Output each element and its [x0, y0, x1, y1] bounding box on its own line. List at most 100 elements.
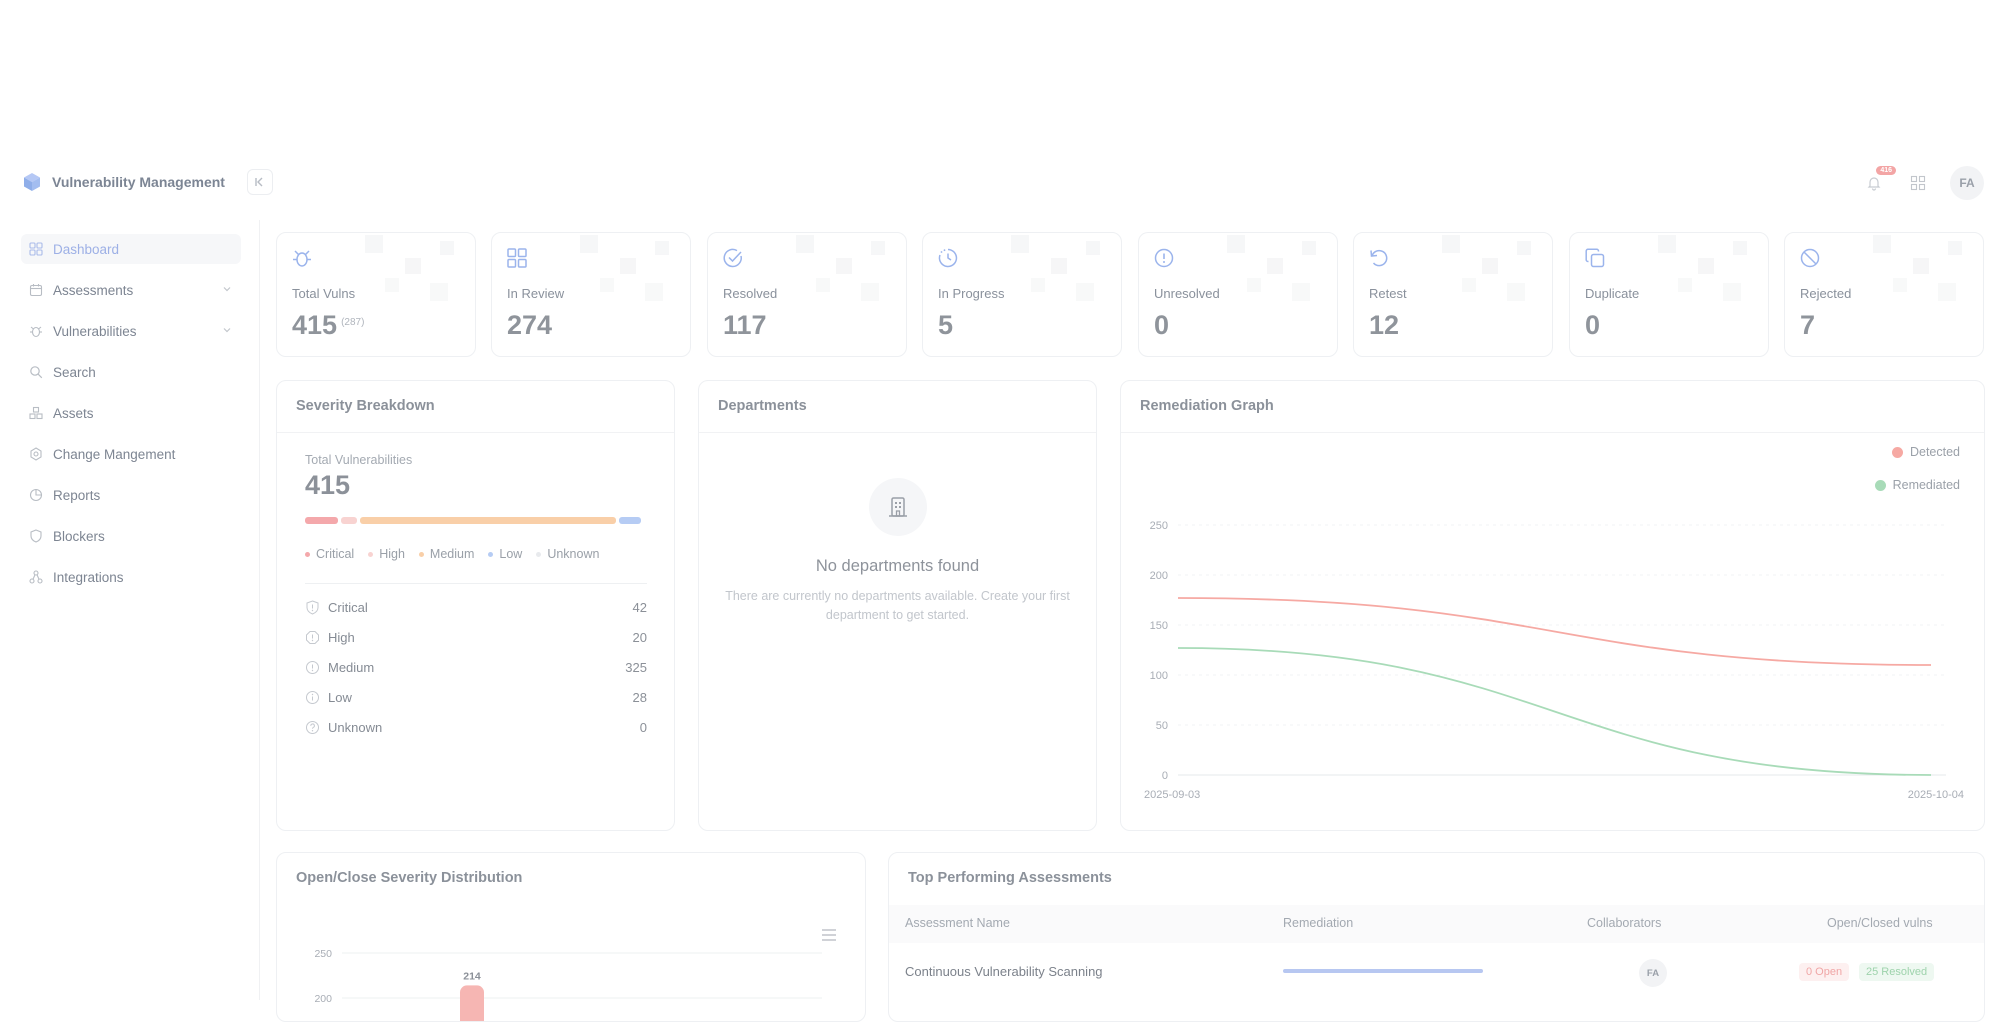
- collaborator-avatar[interactable]: FA: [1639, 959, 1667, 987]
- sidebar-item-label: Integrations: [53, 569, 124, 585]
- bug-icon: [30, 326, 42, 338]
- panel-title: Severity Breakdown: [296, 398, 435, 414]
- stat-sub-value: (287): [341, 317, 365, 328]
- sidebar-item-change-management[interactable]: Change Mangement: [21, 439, 241, 469]
- legend-low: Low: [488, 547, 522, 561]
- sidebar-item-vulnerabilities[interactable]: Vulnerabilities: [21, 316, 241, 346]
- assessment-name-link[interactable]: Continuous Vulnerability Scanning: [905, 964, 1103, 979]
- pie-chart-icon: [29, 488, 43, 502]
- legend-high: High: [368, 547, 405, 561]
- severity-row-value: 42: [632, 599, 647, 615]
- legend-dot: [536, 551, 542, 557]
- user-avatar[interactable]: FA: [1950, 166, 1984, 200]
- sidebar-item-label: Reports: [53, 487, 101, 503]
- stat-card-rejected[interactable]: Rejected 7: [1784, 232, 1984, 357]
- stat-value: 0: [1585, 310, 1601, 340]
- sidebar-item-assessments[interactable]: Assessments: [21, 275, 241, 305]
- copy-icon: [1585, 248, 1605, 268]
- severity-distribution-panel: Open/Close Severity Distribution 200 250 2…: [276, 852, 866, 1022]
- stat-label: Unresolved: [1154, 286, 1220, 301]
- x-tick-label: 2025-10-04: [1908, 789, 1964, 801]
- column-header-assessment-name[interactable]: Assessment Name: [905, 916, 1010, 930]
- severity-distribution-chart: 200 250 214: [314, 948, 822, 1021]
- legend-dot: [488, 551, 494, 557]
- collapse-left-icon: [255, 177, 263, 187]
- x-tick-label: 2025-09-03: [1144, 789, 1200, 801]
- table-header: [889, 905, 1984, 943]
- stat-value: 274: [507, 310, 553, 340]
- legend-dot: [418, 551, 424, 557]
- stat-card-in-review[interactable]: In Review 274: [491, 232, 691, 357]
- panel-title: Remediation Graph: [1140, 398, 1274, 414]
- stat-card-unresolved[interactable]: Unresolved 0: [1138, 232, 1338, 357]
- severity-row-critical[interactable]: Critical 42: [305, 597, 647, 617]
- bell-icon: [1867, 177, 1881, 191]
- legend-label: Detected: [1909, 445, 1960, 459]
- stat-card-resolved[interactable]: Resolved 117: [707, 232, 907, 357]
- grid-icon: [1910, 175, 1926, 191]
- building-icon: [889, 497, 907, 517]
- sidebar-item-search[interactable]: Search: [21, 357, 241, 387]
- series-line-remediated: [1177, 647, 1932, 776]
- stat-value: 0: [1154, 310, 1170, 340]
- severity-row-unknown[interactable]: Unknown 0: [305, 717, 647, 737]
- sidebar: Dashboard Assessments Vulnerabilitie: [0, 220, 260, 1000]
- severity-row-value: 28: [632, 689, 647, 705]
- legend-unknown: Unknown: [536, 547, 599, 561]
- brand[interactable]: Vulnerability Management: [22, 171, 225, 193]
- column-header-remediation[interactable]: Remediation: [1283, 916, 1354, 930]
- sidebar-item-dashboard[interactable]: Dashboard: [21, 234, 241, 264]
- notifications-button[interactable]: 416: [1862, 166, 1896, 195]
- stat-card-retest[interactable]: Retest 12: [1353, 232, 1553, 357]
- stat-label: Resolved: [723, 286, 778, 301]
- column-header-open-closed-vulns[interactable]: Open/Closed vulns: [1827, 916, 1933, 930]
- remediation-line-chart: 0 50 100 150 200 250 2025-09-03 2025-10-04: [1144, 520, 1964, 801]
- sidebar-item-assets[interactable]: Assets: [21, 398, 241, 428]
- severity-row-label: Low: [328, 689, 352, 705]
- collapse-sidebar-button[interactable]: [247, 169, 273, 195]
- resolved-count-badge: 25 Resolved: [1859, 963, 1935, 981]
- decorative-pattern: [365, 235, 454, 301]
- column-header-collaborators[interactable]: Collaborators: [1587, 916, 1662, 930]
- panel-title: Departments: [718, 398, 807, 414]
- sidebar-item-integrations[interactable]: Integrations: [21, 562, 241, 592]
- legend-dot: [368, 551, 374, 557]
- y-tick-label: 100: [1150, 670, 1168, 682]
- panel-title: Top Performing Assessments: [908, 870, 1112, 886]
- legend-dot: [305, 551, 310, 557]
- stat-value: 415 (287): [292, 310, 364, 341]
- stat-card-total-vulns[interactable]: Total Vulns 415 (287): [276, 232, 476, 357]
- severity-stacked-bar: [305, 517, 645, 524]
- decorative-pattern: [580, 235, 669, 301]
- y-tick-label: 200: [1150, 570, 1168, 582]
- severity-row-label: Medium: [328, 659, 375, 675]
- apps-grid-button[interactable]: [1906, 171, 1930, 195]
- sidebar-item-reports[interactable]: Reports: [21, 480, 241, 510]
- legend-label: Critical: [316, 547, 355, 561]
- decorative-pattern: [1227, 235, 1316, 301]
- bar-data-label: 214: [463, 970, 481, 982]
- legend-remediated[interactable]: Remediated: [1874, 478, 1960, 492]
- severity-row-high[interactable]: High 20: [305, 627, 647, 647]
- stat-label: In Review: [507, 286, 565, 301]
- rotate-icon: [1370, 249, 1388, 267]
- sidebar-item-blockers[interactable]: Blockers: [21, 521, 241, 551]
- stat-value: 7: [1800, 310, 1816, 340]
- notification-badge: 416: [1876, 166, 1896, 175]
- stat-card-in-progress[interactable]: In Progress 5: [922, 232, 1122, 357]
- info-circle-icon: [306, 690, 319, 704]
- legend-detected[interactable]: Detected: [1891, 445, 1960, 459]
- severity-row-low[interactable]: Low 28: [305, 687, 647, 707]
- stat-card-duplicate[interactable]: Duplicate 0: [1569, 232, 1769, 357]
- shield-icon: [30, 529, 42, 543]
- severity-row-medium[interactable]: Medium 325: [305, 657, 647, 677]
- decorative-pattern: [1442, 235, 1531, 301]
- hamburger-menu-icon[interactable]: [821, 929, 837, 941]
- assets-icon: [29, 406, 43, 420]
- top-assessments-panel: Top Performing Assessments Assessment Na…: [888, 852, 1985, 1022]
- stat-label: In Progress: [938, 286, 1005, 301]
- grid-icon: [29, 242, 43, 256]
- y-tick-label: 250: [314, 948, 332, 960]
- severity-row-value: 20: [632, 629, 647, 645]
- stat-label: Rejected: [1800, 286, 1852, 301]
